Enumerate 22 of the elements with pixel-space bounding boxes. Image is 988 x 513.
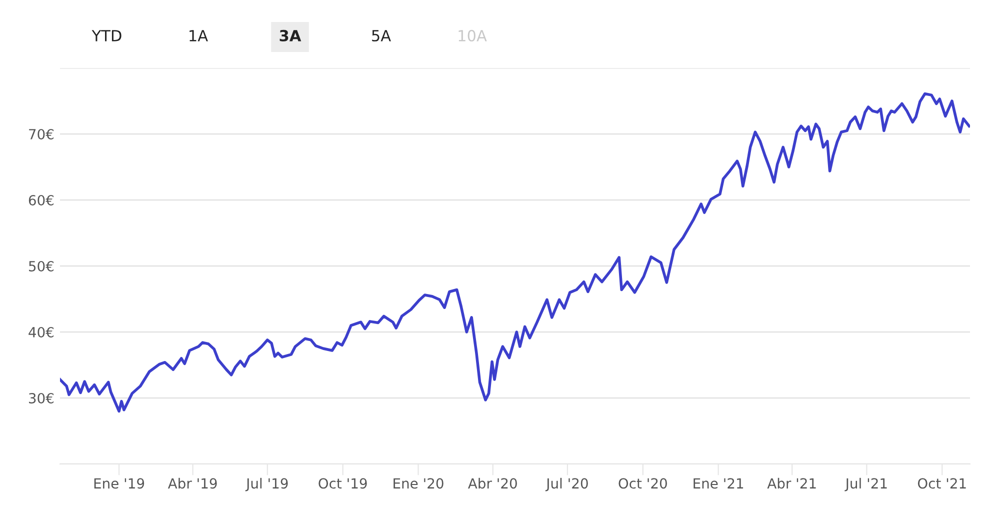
text: 1A [190,30,208,42]
x-tick-label: Jul '20 [545,478,588,492]
x-tick-label: Ene '19 [94,478,144,489]
y-tick-label: 60€ [28,194,54,206]
x-tick-label: Oct '20 [618,478,667,489]
line-series [60,92,970,413]
x-tick-label: Ene '20 [394,478,444,489]
y-tick-label: 50€ [29,260,54,272]
x-tick-label: Ene '21 [694,478,744,489]
x-tick-label: Oct '21 [918,478,966,489]
text: 3A [280,30,302,42]
x-tick-label: Jul '19 [245,478,288,492]
x-tick-label: Jul '21 [844,478,887,492]
x-tick-label: Oct '19 [318,478,367,489]
y-tick-label: 40€ [28,326,54,338]
x-tick-label: Abr '21 [767,478,816,489]
text: YTD [92,30,122,42]
text: 5A [372,30,391,42]
y-tick-label: 70€ [29,128,54,140]
x-tick-label: Abr '19 [168,478,217,489]
x-tick-label: Abr '20 [468,478,517,489]
y-tick-label: 30€ [28,392,54,404]
